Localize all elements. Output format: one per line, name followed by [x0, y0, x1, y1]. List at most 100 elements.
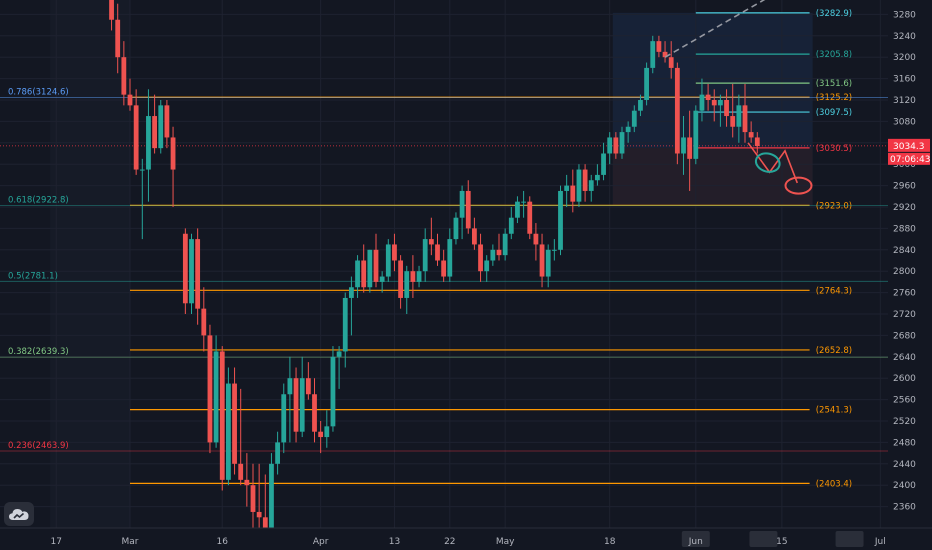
price-tick-label: 2560: [893, 396, 916, 406]
time-highlight: [749, 531, 778, 547]
candle-body: [342, 297, 348, 352]
ellipse-teal[interactable]: [754, 151, 782, 175]
candle-body: [435, 244, 440, 261]
fib-label: 0.786(3124.6): [8, 88, 69, 98]
level-label: (3205.8): [816, 50, 852, 60]
time-tick-label: 22: [444, 537, 455, 547]
level-label: (3125.2): [816, 93, 852, 103]
time-tick-label: Jul: [874, 537, 886, 547]
candle-body: [312, 394, 317, 432]
candle-body: [256, 511, 262, 518]
price-tick-label: 3280: [893, 10, 916, 20]
candle-body: [305, 378, 311, 395]
candle-body: [644, 67, 649, 100]
candle-body: [238, 463, 244, 480]
candle-body: [527, 201, 533, 234]
candle-body: [705, 94, 711, 100]
candle-body: [656, 41, 662, 52]
countdown-badge[interactable]: [888, 152, 930, 165]
price-tick-label: 2360: [893, 503, 916, 513]
price-axis-bg: [888, 0, 932, 550]
candle-body: [631, 110, 637, 127]
time-tick-label: 15: [776, 537, 787, 547]
candle-body: [349, 287, 354, 298]
price-tick-label: 3120: [893, 96, 916, 106]
price-tick-label: 2680: [893, 331, 916, 341]
price-tick-label: 2480: [893, 438, 916, 448]
level-label: (3030.5): [816, 144, 852, 154]
level-label: (2403.4): [816, 479, 852, 489]
ellipse-red[interactable]: [784, 176, 813, 195]
candle-body: [422, 239, 428, 272]
candle-body: [398, 260, 403, 298]
price-tick-label: 2840: [893, 246, 916, 256]
candle-body: [269, 463, 274, 534]
candle-body: [207, 335, 213, 443]
candle-body: [182, 233, 188, 304]
candle-body: [115, 19, 121, 58]
candle-body: [607, 137, 613, 154]
horizontal-levels[interactable]: (3282.9) (3205.8) (3151.6) (3125.2) (3097.5)…: [0, 9, 888, 490]
candle-body: [693, 110, 699, 159]
path-arrow[interactable]: [747, 142, 799, 184]
candle-body: [385, 244, 391, 277]
candle-body: [152, 116, 157, 149]
current-price-badge[interactable]: [888, 138, 930, 152]
candle-body: [164, 105, 170, 138]
candle-body: [576, 169, 582, 202]
candle-body: [404, 271, 410, 298]
candle-body: [533, 233, 539, 245]
current-price-label: 3034.3: [893, 142, 925, 152]
band-left: [50, 0, 130, 528]
candle-body: [724, 100, 729, 117]
candle-body: [262, 517, 268, 534]
candle-body: [367, 249, 373, 288]
fib-label: 0.382(2639.3): [8, 347, 69, 357]
price-tick-label: 2720: [893, 310, 916, 320]
fib-label: 0.5(2781.1): [8, 271, 58, 281]
candle-body: [109, 0, 114, 20]
candle-body: [595, 174, 600, 181]
candle-body: [195, 239, 201, 309]
candle-body: [189, 239, 194, 304]
candle-body: [355, 260, 360, 288]
candle-body: [521, 201, 526, 203]
candle-body: [410, 271, 416, 282]
level-label: (2541.3): [816, 406, 852, 416]
time-tick-label: 16: [217, 537, 229, 547]
price-tick-label: 2640: [893, 353, 916, 363]
candle-body: [490, 249, 496, 261]
candle-body: [139, 169, 145, 171]
tradingview-logo[interactable]: [4, 502, 34, 526]
candle-body: [287, 378, 293, 395]
candle-body: [662, 51, 668, 58]
time-axis-bg: [0, 528, 932, 550]
candle-body: [447, 239, 453, 277]
time-axis[interactable]: 17 Mar 16 Apr 13 22 May 18 Jun 15 Jul: [0, 527, 932, 550]
candle-body: [361, 260, 367, 288]
candle-body: [668, 57, 674, 68]
price-tick-label: 2880: [893, 224, 916, 234]
candle-body: [158, 105, 164, 149]
price-tick-label: 3080: [893, 117, 916, 127]
candle-body: [742, 105, 748, 133]
price-tick-label: 2520: [893, 417, 916, 427]
trend-line-dashed[interactable]: [664, 0, 794, 58]
candle-body: [619, 132, 625, 154]
candle-body: [121, 57, 127, 95]
price-axis[interactable]: 2360 2400 2440 2480 2520 2560 2600 2640 2680 2720…: [888, 0, 932, 550]
candle-body: [318, 431, 324, 438]
candle-body: [232, 383, 237, 464]
countdown-label: 07:06:43: [890, 155, 930, 165]
candle-body: [570, 185, 576, 202]
annotations[interactable]: [664, 0, 813, 195]
candle-body: [582, 169, 588, 191]
time-highlight: [681, 531, 710, 547]
price-tick-label: 3240: [893, 32, 916, 42]
price-tick-label: 2600: [893, 374, 916, 384]
candle-body: [392, 244, 397, 261]
candle-body: [730, 116, 736, 127]
candle-body: [601, 153, 606, 175]
candle-body: [201, 308, 207, 336]
